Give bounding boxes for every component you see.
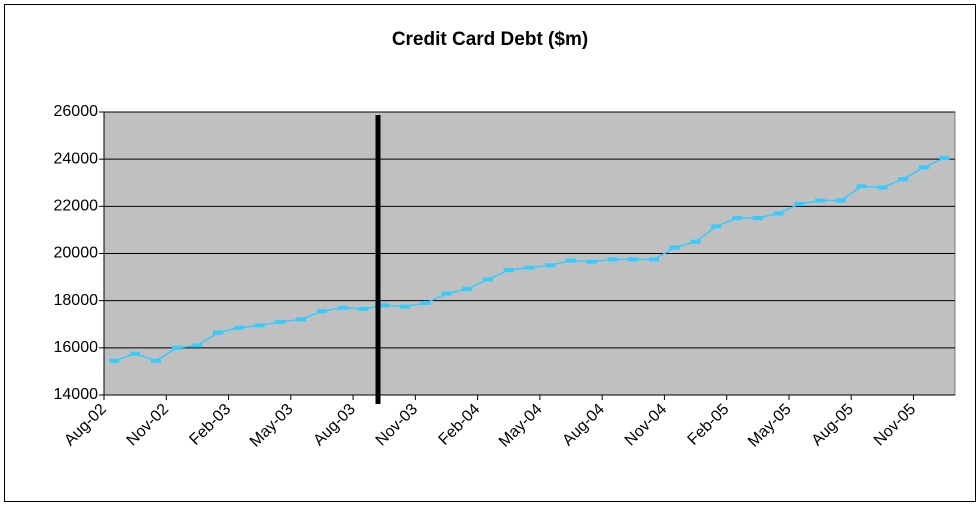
point-marker xyxy=(752,216,763,221)
point-marker xyxy=(690,239,701,244)
point-marker xyxy=(607,257,618,262)
point-marker xyxy=(171,345,182,350)
point-marker xyxy=(566,258,577,263)
y-tick-label: 18000 xyxy=(54,292,99,309)
point-marker xyxy=(524,265,535,270)
point-marker xyxy=(669,245,680,250)
point-marker xyxy=(732,216,743,221)
point-marker xyxy=(213,330,224,335)
point-marker xyxy=(711,224,722,229)
point-marker xyxy=(877,185,888,190)
point-marker xyxy=(545,263,556,268)
point-marker xyxy=(254,323,265,328)
point-marker xyxy=(441,291,452,296)
point-marker xyxy=(503,268,514,273)
point-marker xyxy=(918,165,929,170)
point-marker xyxy=(150,358,161,363)
point-marker xyxy=(482,277,493,282)
y-tick-label: 22000 xyxy=(54,198,99,215)
chart-title: Credit Card Debt ($m) xyxy=(392,29,588,50)
point-marker xyxy=(233,325,244,330)
y-tick-label: 24000 xyxy=(54,150,99,167)
point-marker xyxy=(462,286,473,291)
point-marker xyxy=(192,343,203,348)
y-tick-label: 16000 xyxy=(54,339,99,356)
point-marker xyxy=(939,155,950,160)
point-marker xyxy=(420,301,431,306)
y-tick-label: 20000 xyxy=(54,245,99,262)
lines xyxy=(109,155,950,363)
point-marker xyxy=(130,351,141,356)
point-marker xyxy=(815,198,826,203)
point-marker xyxy=(628,257,639,262)
y-tick-label: 14000 xyxy=(54,386,99,403)
point-marker xyxy=(379,303,390,308)
point-marker xyxy=(358,306,369,311)
point-marker xyxy=(794,201,805,206)
point-marker xyxy=(316,309,327,314)
point-marker xyxy=(835,198,846,203)
point-marker xyxy=(337,305,348,310)
point-marker xyxy=(856,184,867,189)
point-marker xyxy=(649,257,660,262)
point-marker xyxy=(773,211,784,216)
point-marker xyxy=(109,358,120,363)
point-marker xyxy=(586,259,597,264)
point-marker xyxy=(898,177,909,182)
grid xyxy=(99,111,955,400)
y-tick-label: 26000 xyxy=(54,103,99,120)
point-marker xyxy=(275,319,286,324)
point-marker xyxy=(399,304,410,309)
point-marker xyxy=(296,317,307,322)
